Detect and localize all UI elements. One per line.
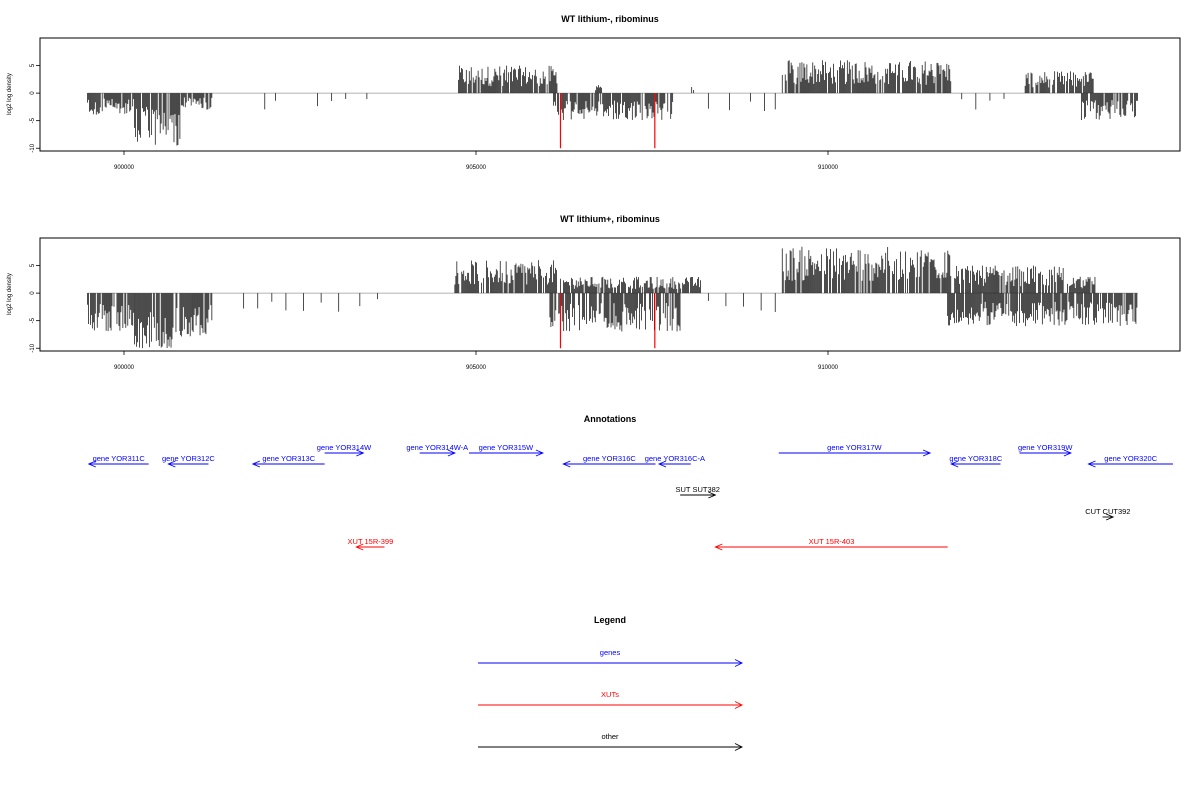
x-tick-label: 905000: [466, 365, 487, 371]
legend-items: genes XUTs other: [478, 648, 744, 751]
y-tick-label: 5: [30, 263, 36, 267]
annotation-feature: gene YOR315W: [468, 443, 545, 457]
annotation-feature: gene YOR316C-A: [645, 454, 705, 468]
feature-arrow: [950, 460, 959, 468]
feature-arrow: [714, 543, 723, 551]
legend-label: genes: [600, 648, 621, 657]
annotation-feature: gene YOR318C: [949, 454, 1003, 468]
annotations-title: Annotations: [584, 414, 637, 424]
feature-arrow: [535, 449, 545, 457]
feature-arrow: [1087, 460, 1096, 468]
legend-title: Legend: [594, 615, 626, 625]
feature-label: gene YOR318C: [949, 454, 1002, 463]
panel-title: WT lithium-, ribominus: [561, 14, 659, 24]
legend-item: XUTs: [478, 690, 744, 709]
y-tick-label: -10: [30, 343, 36, 352]
legend-label: other: [601, 732, 619, 741]
feature-arrow: [251, 460, 261, 468]
annotation-feature: gene YOR317W: [778, 443, 932, 457]
y-tick-label: 0: [30, 91, 36, 95]
y-tick-label: -5: [30, 317, 36, 323]
y-axis-label: log2 log density: [7, 73, 13, 115]
feature-arrow: [562, 460, 571, 468]
feature-arrow: [447, 449, 457, 457]
plot-frame: [39, 237, 1181, 352]
feature-arrow: [922, 449, 932, 457]
feature-label: gene YOR312C: [162, 454, 215, 463]
y-tick-label: -10: [30, 143, 36, 152]
annotation-feature: SUT SUT382: [676, 485, 720, 499]
feature-arrow: [1105, 513, 1115, 521]
legend-arrow: [734, 659, 744, 667]
annotation-feature: XUT 15R-403: [714, 537, 948, 551]
annotation-feature: gene YOR319W: [1018, 443, 1073, 457]
axes: 900000 905000 910000 -10 -5 0 5: [30, 263, 839, 371]
feature-arrow: [167, 460, 176, 468]
panel-title: WT lithium+, ribominus: [560, 214, 660, 224]
annotation-feature: gene YOR312C: [162, 454, 215, 468]
legend-arrow: [734, 701, 744, 709]
density-panel-lithium-minus: WT lithium-, ribominus log2 log density …: [7, 14, 1181, 171]
feature-arrow: [657, 460, 667, 468]
feature-arrow: [1063, 449, 1073, 457]
feature-label: gene YOR315W: [479, 443, 534, 452]
annotation-feature: gene YOR314W: [317, 443, 372, 457]
x-tick-label: 900000: [114, 165, 135, 171]
y-tick-label: 0: [30, 291, 36, 295]
feature-label: gene YOR314W-A: [406, 443, 468, 452]
density-panel-lithium-plus: WT lithium+, ribominus log2 log density …: [7, 214, 1181, 371]
plot-frame: [39, 37, 1181, 152]
annotation-feature: gene YOR314W-A: [406, 443, 468, 457]
feature-label: gene YOR316C: [583, 454, 636, 463]
feature-label: gene YOR320C: [1104, 454, 1157, 463]
annotations-track: Annotations gene YOR311C gene YOR312C gene…: [87, 414, 1173, 551]
legend-arrow: [734, 743, 744, 751]
x-tick-label: 910000: [818, 365, 839, 371]
feature-label: XUT 15R-403: [809, 537, 855, 546]
annotation-feature: XUT 15R-399: [348, 537, 394, 551]
x-tick-label: 905000: [466, 165, 487, 171]
axes: 900000 905000 910000 -10 -5 0 5: [30, 63, 839, 171]
y-tick-label: -5: [30, 117, 36, 123]
annotation-feature: gene YOR311C: [87, 454, 149, 468]
legend: Legend genes XUTs other: [478, 615, 744, 751]
annotation-feature: gene YOR313C: [251, 454, 325, 468]
feature-arrow: [708, 491, 717, 499]
feature-label: gene YOR311C: [93, 454, 146, 463]
feature-label: gene YOR314W: [317, 443, 372, 452]
feature-arrow: [355, 543, 364, 551]
feature-label: gene YOR316C-A: [645, 454, 705, 463]
y-axis-label: log2 log density: [7, 273, 13, 315]
density-bars: [87, 60, 1138, 149]
annotation-feature: gene YOR316C: [562, 454, 656, 468]
x-tick-label: 910000: [818, 165, 839, 171]
feature-label: gene YOR319W: [1018, 443, 1073, 452]
feature-label: gene YOR317W: [827, 443, 882, 452]
x-tick-label: 900000: [114, 365, 135, 371]
feature-label: CUT CUT392: [1085, 507, 1130, 516]
feature-label: SUT SUT382: [676, 485, 720, 494]
annotation-feature: gene YOR320C: [1087, 454, 1173, 468]
legend-item: genes: [478, 648, 744, 667]
legend-item: other: [478, 732, 744, 751]
feature-arrow: [356, 449, 365, 457]
legend-label: XUTs: [601, 690, 619, 699]
feature-label: gene YOR313C: [262, 454, 315, 463]
feature-arrow: [87, 460, 96, 468]
feature-label: XUT 15R-399: [348, 537, 394, 546]
density-bars: [87, 246, 1138, 349]
y-tick-label: 5: [30, 63, 36, 67]
feature-list: gene YOR311C gene YOR312C gene YOR313Cgene…: [87, 443, 1173, 551]
annotation-feature: CUT CUT392: [1085, 507, 1130, 521]
